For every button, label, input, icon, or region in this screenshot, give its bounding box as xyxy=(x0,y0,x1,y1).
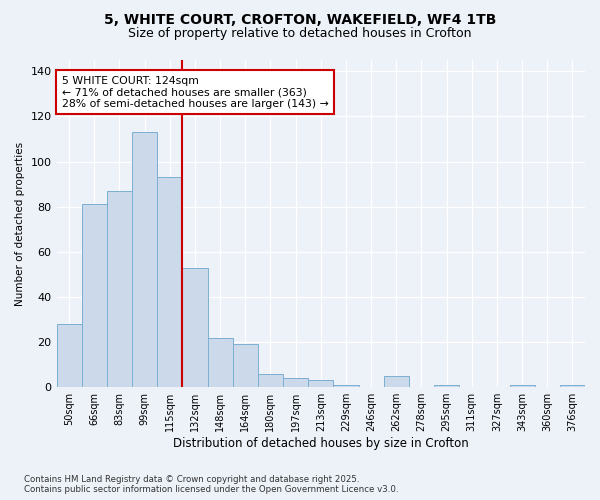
X-axis label: Distribution of detached houses by size in Crofton: Distribution of detached houses by size … xyxy=(173,437,469,450)
Bar xyxy=(82,204,107,387)
Bar xyxy=(383,376,409,387)
Text: 5, WHITE COURT, CROFTON, WAKEFIELD, WF4 1TB: 5, WHITE COURT, CROFTON, WAKEFIELD, WF4 … xyxy=(104,12,496,26)
Bar xyxy=(334,385,359,387)
Text: Size of property relative to detached houses in Crofton: Size of property relative to detached ho… xyxy=(128,28,472,40)
Bar xyxy=(258,374,283,387)
Bar xyxy=(560,385,585,387)
Bar xyxy=(509,385,535,387)
Bar xyxy=(182,268,208,387)
Y-axis label: Number of detached properties: Number of detached properties xyxy=(15,142,25,306)
Bar xyxy=(308,380,334,387)
Bar xyxy=(107,191,132,387)
Bar xyxy=(283,378,308,387)
Bar xyxy=(132,132,157,387)
Bar xyxy=(434,385,459,387)
Bar xyxy=(233,344,258,387)
Text: 5 WHITE COURT: 124sqm
← 71% of detached houses are smaller (363)
28% of semi-det: 5 WHITE COURT: 124sqm ← 71% of detached … xyxy=(62,76,328,109)
Bar xyxy=(56,324,82,387)
Bar xyxy=(157,178,182,387)
Text: Contains HM Land Registry data © Crown copyright and database right 2025.
Contai: Contains HM Land Registry data © Crown c… xyxy=(24,474,398,494)
Bar xyxy=(208,338,233,387)
